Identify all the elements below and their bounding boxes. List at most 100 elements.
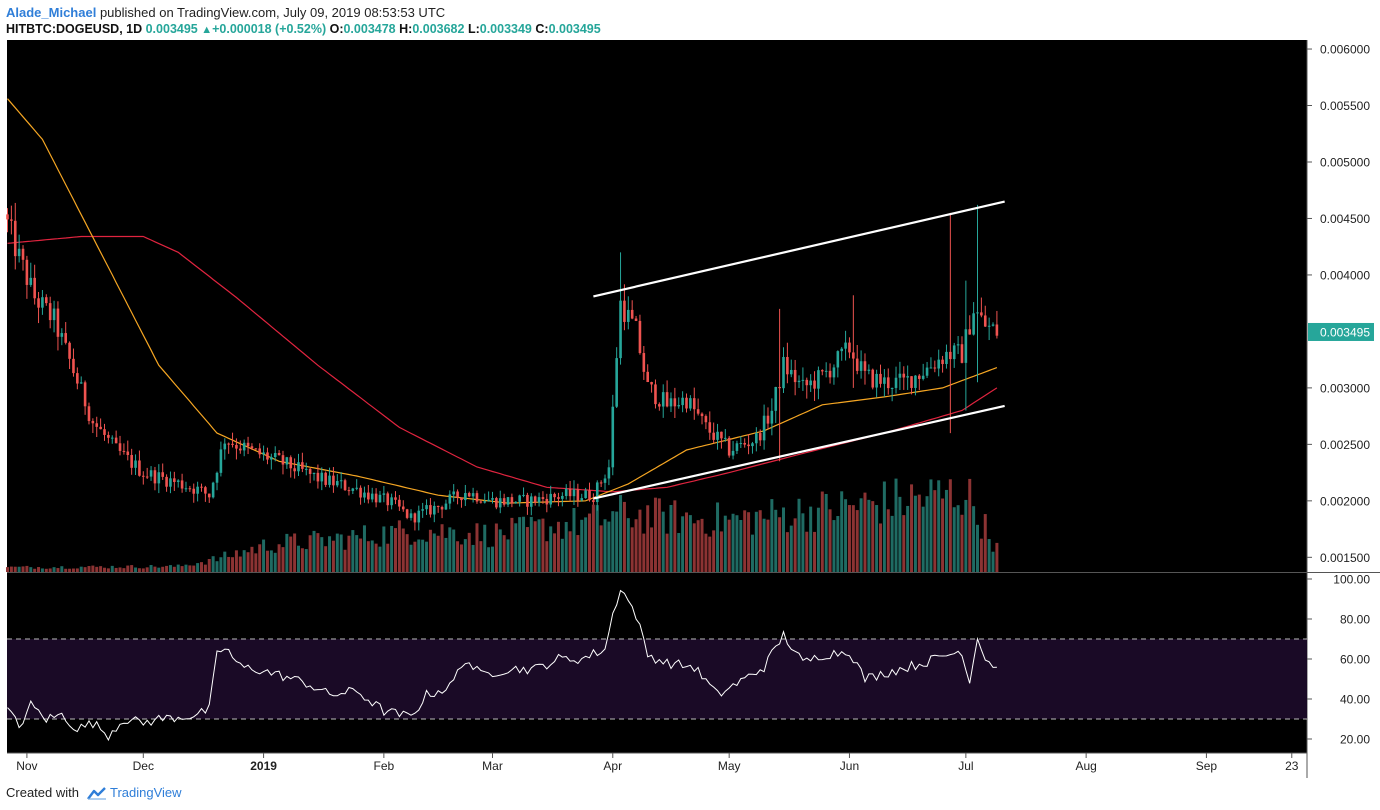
- volume-bar: [196, 563, 200, 572]
- volume-bar: [103, 567, 106, 572]
- candle-body: [374, 493, 378, 503]
- volume-bar: [716, 502, 720, 572]
- candle-body: [871, 369, 875, 388]
- candle-body: [107, 434, 110, 438]
- volume-bar: [118, 567, 122, 572]
- trendline-upper: [593, 200, 1005, 298]
- candle-body: [273, 452, 277, 458]
- price-chart[interactable]: 0.006000 0.005500 0.005000 0.004500 0.004000…: [0, 40, 1380, 778]
- candle-body: [83, 382, 87, 407]
- volume-bar: [913, 495, 917, 572]
- volume-bar: [611, 511, 615, 572]
- candle-body: [995, 324, 999, 336]
- candle-body: [359, 487, 362, 498]
- volume-bar: [506, 539, 510, 572]
- candle-body: [561, 495, 564, 499]
- candle-body: [390, 497, 393, 506]
- candle-body: [646, 371, 649, 383]
- candle-body: [223, 443, 227, 450]
- candle-body: [506, 497, 510, 505]
- candle-body: [398, 499, 401, 507]
- candle-body: [685, 397, 688, 409]
- candle-body: [821, 370, 824, 372]
- volume-bar: [254, 553, 258, 572]
- volume-bar: [75, 568, 79, 572]
- volume-bar: [324, 546, 328, 572]
- volume-bar: [976, 524, 979, 572]
- volume-bar: [964, 499, 968, 572]
- author-link[interactable]: Alade_Michael: [6, 5, 97, 20]
- candle-body: [76, 373, 79, 384]
- candle-body: [467, 493, 471, 497]
- volume-bar: [677, 533, 681, 572]
- volume-bar: [650, 527, 654, 572]
- candle-body: [910, 376, 913, 388]
- candle-body: [270, 457, 273, 460]
- last-price-tick: 0.003495: [1320, 325, 1370, 339]
- volume-bar: [250, 546, 254, 572]
- candle-body: [176, 480, 180, 482]
- chart-area[interactable]: 0.006000 0.005500 0.005000 0.004500 0.004000…: [0, 40, 1380, 778]
- volume-bar: [502, 535, 506, 572]
- trendlines[interactable]: [593, 200, 1005, 500]
- trendline-lower: [593, 404, 1005, 500]
- volume-bar: [308, 535, 312, 572]
- volume-bar: [708, 536, 712, 572]
- candle-body: [471, 493, 475, 497]
- volume-bar: [56, 568, 60, 572]
- volume-bar: [409, 544, 413, 572]
- volume-bar: [696, 520, 700, 572]
- candle-body: [301, 462, 304, 469]
- candle-body: [801, 379, 805, 381]
- candle-body: [79, 382, 83, 384]
- volume-bar: [867, 499, 871, 572]
- candle-body: [99, 426, 102, 430]
- candle-body: [782, 356, 785, 389]
- price-axis-labels[interactable]: 0.006000 0.005500 0.005000 0.004500 0.004000…: [1307, 43, 1374, 565]
- volume-bar: [149, 565, 153, 572]
- candle-body: [553, 493, 556, 498]
- volume-bar: [467, 532, 471, 572]
- candle-body: [914, 375, 917, 388]
- rsi-line: [7, 589, 997, 742]
- candle-body: [355, 487, 358, 489]
- volume-bar: [758, 510, 762, 572]
- time-axis-labels[interactable]: Nov Dec 2019 Feb Mar Apr May Jun Jul Aug Sep 23: [16, 753, 1299, 773]
- volume-bar: [370, 540, 374, 572]
- candle-body: [153, 470, 157, 484]
- candle-body: [367, 492, 370, 500]
- open-value: 0.003478: [343, 22, 396, 36]
- volume-bar: [595, 505, 599, 572]
- volume-bar: [816, 507, 820, 572]
- open-label: O:: [329, 22, 344, 36]
- volume-bar: [328, 536, 332, 572]
- volume-bar: [704, 533, 708, 572]
- volume-bar: [941, 498, 945, 572]
- candle-body: [103, 429, 106, 435]
- candle-body: [130, 455, 133, 468]
- volume-bar: [207, 559, 211, 572]
- volume-bar: [463, 539, 467, 572]
- volume-bar: [459, 544, 463, 572]
- candle-body: [557, 497, 560, 499]
- candle-body: [541, 497, 545, 499]
- candle-body: [142, 475, 145, 477]
- candle-body: [25, 259, 29, 285]
- candle-body: [479, 501, 483, 503]
- ma200-line: [7, 235, 998, 493]
- volume-bar: [723, 515, 727, 572]
- up-arrow-icon: ▲: [201, 24, 213, 36]
- tradingview-link[interactable]: TradingView: [110, 785, 182, 800]
- time-tick-label: Sep: [1196, 759, 1218, 773]
- candle-body: [987, 325, 991, 327]
- volume-bar: [925, 496, 929, 572]
- volume-bar: [211, 556, 215, 572]
- candle-body: [576, 489, 580, 501]
- volume-bar: [37, 567, 41, 572]
- candle-body: [840, 348, 843, 352]
- candle-body: [867, 369, 871, 371]
- candle-body: [611, 406, 615, 468]
- candle-body: [382, 493, 386, 495]
- volume-bar: [29, 567, 33, 572]
- volume-bar: [754, 511, 758, 572]
